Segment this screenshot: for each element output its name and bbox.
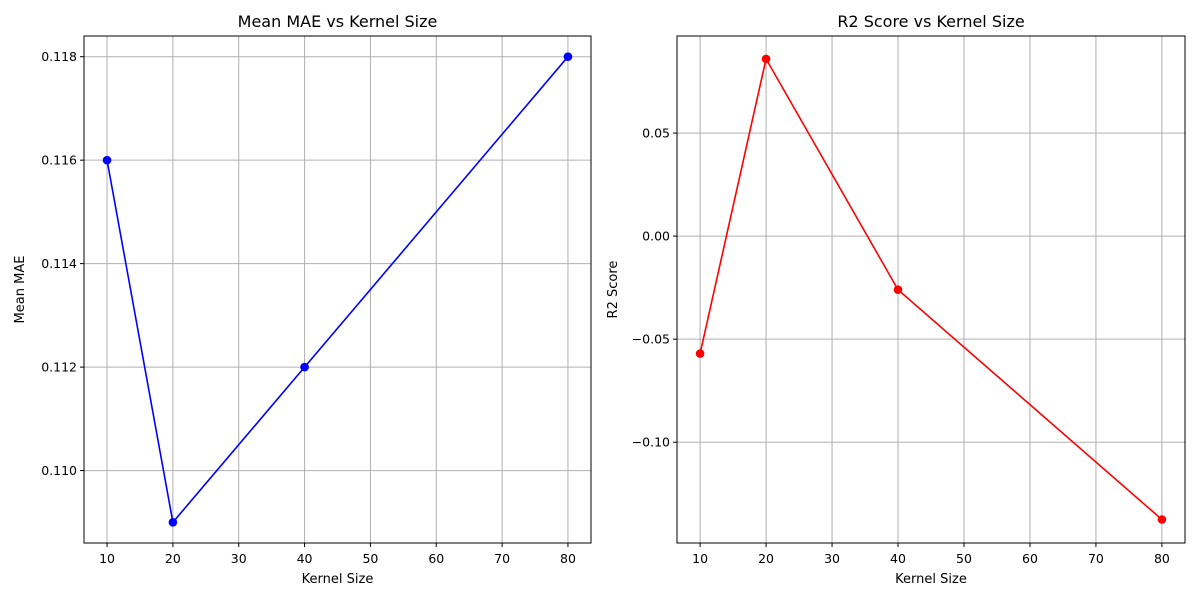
x-tick-label: 70 <box>494 551 510 566</box>
data-point <box>168 518 178 527</box>
data-point <box>695 349 705 358</box>
x-tick-label: 70 <box>1088 551 1104 566</box>
grid <box>677 36 1185 543</box>
x-tick-label: 60 <box>1022 551 1038 566</box>
chart-title: R2 Score vs Kernel Size <box>837 12 1024 31</box>
y-tick-label: −0.10 <box>632 435 670 450</box>
y-tick-label: 0.114 <box>41 256 77 271</box>
y-axis-label: Mean MAE <box>13 256 28 324</box>
data-point <box>761 54 771 64</box>
x-axis-label: Kernel Size <box>302 572 374 587</box>
series-line <box>106 56 569 525</box>
plot-frame <box>676 35 1186 544</box>
x-tick-label: 20 <box>165 551 181 566</box>
x-tick-label: 40 <box>297 551 313 566</box>
y-tick-label: 0.05 <box>642 126 670 141</box>
x-tick-label: 10 <box>692 551 708 566</box>
x-tick-label: 80 <box>1154 551 1170 566</box>
x-tick-label: 40 <box>890 551 906 566</box>
x-tick-label: 10 <box>99 551 115 566</box>
y-tick-label: 0.112 <box>41 360 77 375</box>
series-line <box>699 56 1163 521</box>
grid <box>84 36 591 543</box>
plot-frame <box>83 35 592 544</box>
chart-title: Mean MAE vs Kernel Size <box>238 12 438 31</box>
x-tick-label: 50 <box>362 551 378 566</box>
x-tick-label: 30 <box>231 551 247 566</box>
data-point <box>563 52 573 61</box>
x-tick-label: 20 <box>758 551 774 566</box>
y-axis-label: R2 Score <box>606 261 621 319</box>
data-point <box>300 362 309 372</box>
chart-r2-score: R2 Score vs Kernel Size Kernel Size R2 S… <box>606 12 1186 587</box>
x-tick-label: 50 <box>956 551 972 566</box>
data-point <box>1157 515 1167 524</box>
y-tick-label: 0.116 <box>41 153 77 168</box>
chart-mean-mae: Mean MAE vs Kernel Size Kernel Size Mean… <box>13 12 592 587</box>
data-point <box>102 155 112 165</box>
y-tick-label: 0.110 <box>41 463 77 478</box>
y-tick-label: −0.05 <box>632 332 670 347</box>
y-tick-label: 0.00 <box>642 229 670 244</box>
x-tick-label: 80 <box>560 551 576 566</box>
x-axis-label: Kernel Size <box>895 572 967 587</box>
y-tick-label: 0.118 <box>41 49 77 64</box>
x-tick-label: 60 <box>428 551 444 566</box>
data-point <box>893 285 903 295</box>
x-tick-label: 30 <box>824 551 840 566</box>
